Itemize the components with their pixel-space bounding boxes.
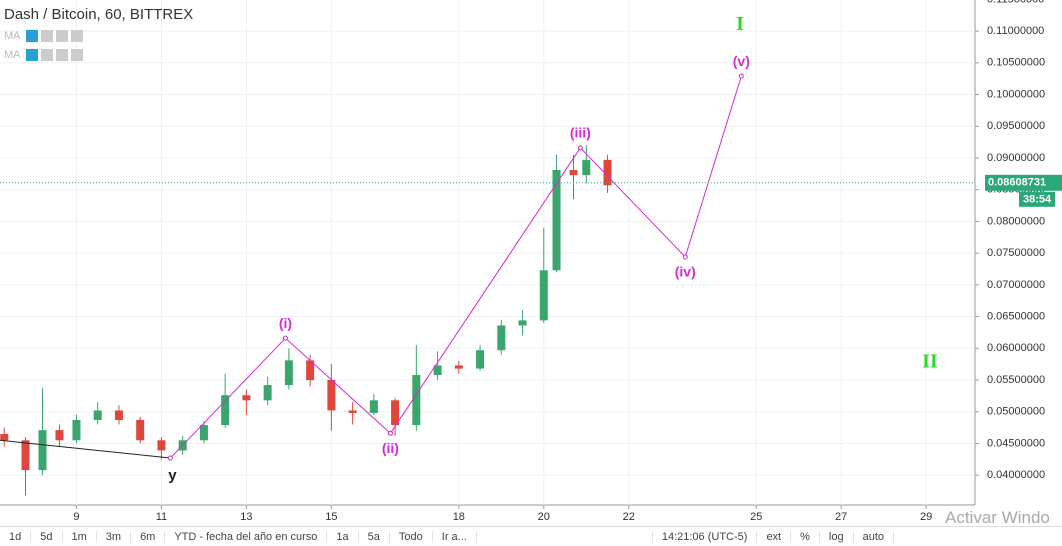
toolbar-item[interactable]: 1a bbox=[327, 530, 359, 543]
x-tick-label: 15 bbox=[325, 511, 337, 523]
candle-body bbox=[348, 410, 357, 414]
candle-body bbox=[0, 433, 9, 441]
toolbar-item[interactable]: ext bbox=[757, 530, 792, 543]
toolbar-item[interactable]: YTD - fecha del año en curso bbox=[165, 530, 328, 543]
y-tick-label: 0.09000000 bbox=[987, 152, 1045, 164]
trend-label: y bbox=[168, 467, 177, 484]
x-tick-label: 22 bbox=[623, 511, 635, 523]
x-tick-label: 9 bbox=[73, 511, 79, 523]
x-tick-label: 25 bbox=[750, 511, 762, 523]
candle-body bbox=[582, 159, 591, 176]
candle-body bbox=[242, 395, 251, 401]
toolbar-item[interactable]: 6m bbox=[131, 530, 166, 543]
watermark: Activar Windo bbox=[945, 508, 1050, 527]
candle-body bbox=[327, 380, 336, 411]
candle-body bbox=[369, 400, 378, 414]
candle-body bbox=[306, 360, 315, 381]
indicator[interactable]: MA bbox=[4, 30, 83, 43]
annotation: I bbox=[736, 13, 744, 35]
y-tick-label: 0.07500000 bbox=[987, 247, 1045, 259]
candle-body bbox=[552, 170, 561, 271]
x-tick-label: 13 bbox=[240, 511, 252, 523]
wave-point bbox=[387, 430, 393, 436]
toolbar: 1d 5d 1m 3m 6m YTD - fecha del año en curso 1a… bbox=[0, 526, 1062, 546]
candle-body bbox=[72, 419, 81, 441]
y-tick-label: 0.05000000 bbox=[987, 406, 1045, 418]
wave-point bbox=[682, 254, 688, 260]
toolbar-item[interactable]: log bbox=[820, 530, 854, 543]
y-tick-label: 0.11000000 bbox=[987, 25, 1044, 37]
y-tick-label: 0.11500000 bbox=[987, 0, 1044, 5]
toolbar-item[interactable]: 1m bbox=[63, 530, 97, 543]
price-box bbox=[985, 174, 1062, 191]
candle-body bbox=[539, 270, 548, 321]
y-tick-label: 0.10500000 bbox=[987, 57, 1045, 69]
y-tick-label: 0.10000000 bbox=[987, 88, 1045, 100]
y-tick-label: 0.08000000 bbox=[987, 215, 1045, 227]
candle-body bbox=[114, 410, 123, 420]
toolbar-item[interactable]: 5d bbox=[31, 530, 63, 543]
toolbar-item[interactable]: % bbox=[791, 530, 820, 543]
candle-body bbox=[263, 385, 272, 401]
indicator-name: MA bbox=[4, 49, 20, 61]
candle-body bbox=[38, 430, 47, 471]
candle-body bbox=[603, 159, 612, 186]
y-tick-label: 0.06000000 bbox=[987, 342, 1045, 354]
y-tick-label: 0.09500000 bbox=[987, 120, 1045, 132]
wave-label: (iv) bbox=[675, 264, 696, 280]
wave-label: (v) bbox=[733, 53, 750, 69]
candle-body bbox=[518, 320, 527, 326]
candle-body bbox=[412, 374, 421, 426]
candle-body bbox=[21, 440, 30, 471]
candle-body bbox=[454, 365, 463, 369]
wave-point bbox=[738, 73, 744, 79]
candle-body bbox=[476, 350, 485, 369]
indicator[interactable]: MA bbox=[4, 49, 83, 62]
countdown-box bbox=[1019, 191, 1055, 207]
x-tick-label: 18 bbox=[453, 511, 465, 523]
candle-body bbox=[497, 325, 506, 351]
price-label: 0.08608731 bbox=[988, 177, 1046, 189]
y-tick-label: 0.04500000 bbox=[987, 437, 1045, 449]
wave-label: (i) bbox=[279, 315, 292, 331]
candle-body bbox=[284, 360, 293, 386]
wave-point bbox=[577, 145, 583, 151]
toolbar-item[interactable]: auto bbox=[854, 530, 895, 543]
y-tick-label: 0.05500000 bbox=[987, 374, 1045, 386]
wave-line bbox=[169, 75, 742, 459]
candle-body bbox=[136, 419, 145, 441]
indicator-name: MA bbox=[4, 30, 20, 42]
toolbar-item[interactable]: 5a bbox=[359, 530, 390, 543]
toolbar-item[interactable]: Todo bbox=[390, 530, 433, 543]
y-tick-label: 0.07000000 bbox=[987, 279, 1045, 291]
x-tick-label: 27 bbox=[835, 511, 847, 523]
wave-label: (ii) bbox=[382, 440, 399, 456]
toolbar-item[interactable]: Ir a... bbox=[433, 530, 477, 543]
x-tick-label: 29 bbox=[920, 511, 932, 523]
chart-title: Dash / Bitcoin, 60, BITTREX bbox=[4, 6, 194, 23]
toolbar-item[interactable]: 14:21:06 (UTC-5) bbox=[651, 530, 758, 543]
candle-body bbox=[221, 395, 230, 426]
countdown: 38:54 bbox=[1023, 194, 1052, 206]
candle-body bbox=[55, 430, 64, 441]
trend-line bbox=[0, 439, 171, 459]
toolbar-item[interactable]: 1d bbox=[0, 530, 32, 543]
candle-body bbox=[93, 410, 102, 420]
toolbar-item[interactable]: 3m bbox=[97, 530, 132, 543]
candle-body bbox=[199, 425, 208, 441]
annotation: II bbox=[922, 350, 938, 372]
wave-point bbox=[282, 335, 288, 341]
x-tick-label: 20 bbox=[538, 511, 550, 523]
y-tick-label: 0.04000000 bbox=[987, 469, 1045, 481]
wave-label: (iii) bbox=[570, 125, 591, 141]
candle-body bbox=[391, 400, 400, 426]
candle-body bbox=[433, 365, 442, 375]
candle-body bbox=[157, 440, 166, 451]
wave-point bbox=[167, 455, 173, 461]
candle-body bbox=[569, 170, 578, 176]
x-tick-label: 11 bbox=[156, 511, 167, 523]
y-tick-label: 0.06500000 bbox=[987, 310, 1045, 322]
